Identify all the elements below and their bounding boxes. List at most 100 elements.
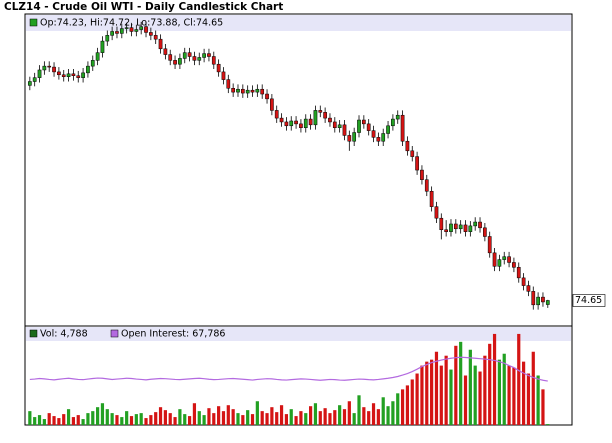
candle-body xyxy=(420,169,424,180)
volume-bar xyxy=(497,359,501,425)
candle-body xyxy=(318,110,323,113)
candle-body xyxy=(270,98,274,111)
candle-body xyxy=(158,38,163,50)
volume-bar xyxy=(91,411,95,425)
volume-bar xyxy=(120,417,124,425)
candle-body xyxy=(512,262,516,268)
candle-body xyxy=(192,56,197,61)
volume-bar xyxy=(391,401,395,425)
volume-bar xyxy=(396,393,400,425)
candle-body xyxy=(444,229,448,232)
volume-bar xyxy=(318,411,322,425)
volume-bar xyxy=(250,414,255,425)
candle-body xyxy=(328,117,332,123)
volume-bar xyxy=(536,375,540,425)
candle-body xyxy=(144,26,148,33)
volume-bar xyxy=(246,410,250,425)
candle-body xyxy=(405,140,410,152)
candle-body xyxy=(366,123,371,131)
candle-body xyxy=(545,300,550,305)
volume-bar xyxy=(81,419,85,425)
candle-body xyxy=(153,35,158,40)
volume-bar xyxy=(236,413,240,425)
volume-bar xyxy=(158,407,163,425)
volume-bar xyxy=(241,415,245,425)
candle-body xyxy=(231,88,236,93)
candle-body xyxy=(129,27,134,32)
candle-body xyxy=(492,252,497,267)
volume-bar xyxy=(338,405,342,425)
candle-body xyxy=(250,89,255,93)
candle-body xyxy=(27,81,32,86)
candle-body xyxy=(236,88,240,93)
candle-body xyxy=(483,227,487,237)
volume-bar xyxy=(33,417,37,425)
volume-bar xyxy=(202,415,206,425)
volume-bar xyxy=(333,410,337,425)
volume-bar xyxy=(71,417,76,425)
volume-bar xyxy=(521,361,526,425)
candle-body xyxy=(260,88,265,95)
candle-body xyxy=(342,124,347,136)
candle-body xyxy=(182,52,187,59)
volume-bar xyxy=(483,355,487,425)
volume-bar xyxy=(178,409,182,425)
candle-body xyxy=(95,52,100,61)
candle-body xyxy=(163,48,168,55)
volume-bar xyxy=(163,410,167,425)
volume-bar xyxy=(425,361,429,425)
volume-bar xyxy=(221,411,226,425)
candle-body xyxy=(361,119,366,125)
volume-bar xyxy=(66,409,71,425)
legend-swatch xyxy=(29,18,38,27)
last-price-box xyxy=(572,294,606,307)
candle-body xyxy=(478,221,482,229)
volume-bar xyxy=(52,416,56,425)
candle-body xyxy=(439,217,444,230)
volume-bar xyxy=(430,359,434,425)
volume-bar xyxy=(231,409,235,425)
volume-bar xyxy=(526,373,531,425)
volume-bar xyxy=(357,395,361,425)
volume-bar xyxy=(507,365,511,425)
candle-body xyxy=(473,221,478,227)
candle-body xyxy=(37,69,42,78)
candle-body xyxy=(357,119,361,133)
candle-body xyxy=(100,40,105,53)
volume-bar xyxy=(323,408,327,425)
volume-bar xyxy=(62,414,66,425)
volume-bar xyxy=(57,418,61,425)
volume-bar xyxy=(439,365,443,425)
volume-bar xyxy=(28,411,32,425)
volume-bar xyxy=(386,406,390,425)
candle-body xyxy=(434,206,439,219)
price-panel xyxy=(24,13,573,327)
candle-body xyxy=(308,118,313,126)
volume-bar xyxy=(226,405,230,425)
candle-body xyxy=(32,77,37,82)
volume-bar xyxy=(478,371,482,425)
volume-bar xyxy=(100,403,105,425)
chart-title: CLZ14 - Crude Oil WTI - Daily Candlestic… xyxy=(4,1,283,13)
candle-body xyxy=(449,223,453,232)
candle-body xyxy=(391,118,395,127)
candle-body xyxy=(279,117,284,123)
candle-body xyxy=(313,110,318,126)
candle-body xyxy=(149,32,153,36)
candle-body xyxy=(265,93,269,100)
oi-legend: Open Interest: 67,786 xyxy=(121,329,225,340)
candle-body xyxy=(453,223,458,230)
volume-bar xyxy=(144,418,148,425)
candle-body xyxy=(255,88,260,93)
candle-body xyxy=(202,53,206,58)
volume-bar xyxy=(459,341,463,425)
volume-bar xyxy=(444,355,448,425)
volume-bar xyxy=(37,415,42,425)
volume-bar xyxy=(313,403,318,425)
candle-body xyxy=(541,296,545,303)
candle-body xyxy=(468,225,473,232)
candle-body xyxy=(337,124,342,128)
volume-bar xyxy=(42,419,46,425)
candle-body xyxy=(347,135,352,142)
